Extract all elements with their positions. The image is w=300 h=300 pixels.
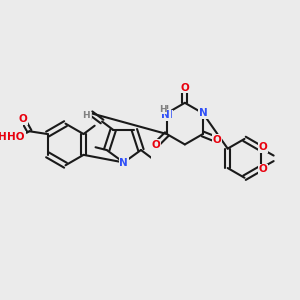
Text: O: O — [259, 164, 268, 174]
Text: H: H — [159, 105, 167, 114]
Text: O: O — [259, 164, 268, 174]
Text: N: N — [161, 110, 170, 120]
Text: H: H — [83, 112, 91, 122]
Text: O: O — [259, 142, 268, 152]
Text: O: O — [151, 140, 160, 150]
Text: H: H — [82, 112, 90, 121]
Text: N: N — [199, 108, 207, 118]
Text: O: O — [18, 114, 27, 124]
Text: O: O — [151, 140, 160, 150]
Text: O: O — [181, 82, 189, 93]
Text: O: O — [181, 82, 189, 93]
Text: N: N — [119, 158, 128, 167]
Text: HO: HO — [8, 132, 25, 142]
Text: HO: HO — [0, 132, 16, 142]
Text: N: N — [199, 108, 208, 118]
Text: N: N — [164, 110, 172, 121]
Text: H: H — [160, 105, 168, 115]
Text: O: O — [18, 114, 27, 124]
Text: O: O — [259, 142, 268, 152]
Text: O: O — [212, 135, 221, 145]
Text: O: O — [212, 135, 221, 145]
Text: N: N — [119, 158, 128, 168]
